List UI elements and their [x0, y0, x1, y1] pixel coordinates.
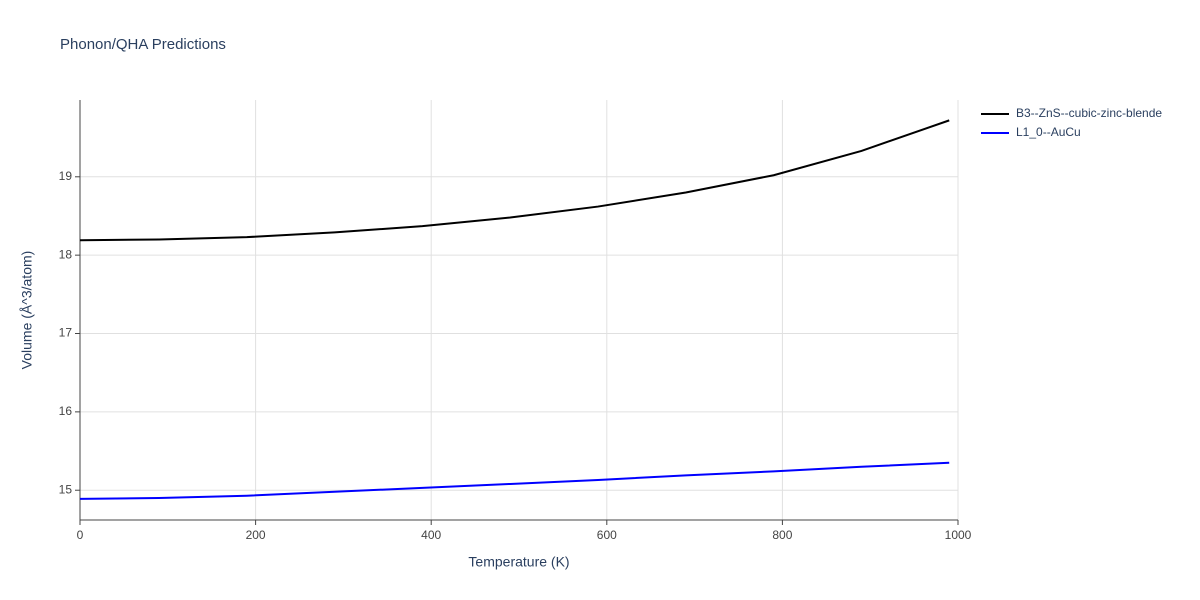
chart-title: Phonon/QHA Predictions: [60, 36, 226, 53]
x-tick-label: 200: [246, 528, 266, 542]
x-axis-title: Temperature (K): [468, 554, 569, 570]
line: [79, 119, 950, 242]
x-tick-label: 800: [772, 528, 792, 542]
line: [79, 461, 950, 500]
x-tick-label: 1000: [945, 528, 972, 542]
y-tick-label: 17: [59, 326, 73, 340]
legend-label: L1_0--AuCu: [1016, 125, 1081, 139]
y-tick-label: 15: [59, 482, 73, 496]
y-tick-label: 19: [59, 169, 73, 183]
x-tick-label: 600: [597, 528, 617, 542]
y-tick-label: 16: [59, 404, 73, 418]
legend-label: B3--ZnS--cubic-zinc-blende: [1016, 106, 1162, 120]
x-tick-label: 0: [77, 528, 84, 542]
y-tick-label: 18: [59, 247, 73, 261]
y-axis-title: Volume (Å^3/atom): [19, 251, 35, 370]
x-tick-label: 400: [421, 528, 441, 542]
